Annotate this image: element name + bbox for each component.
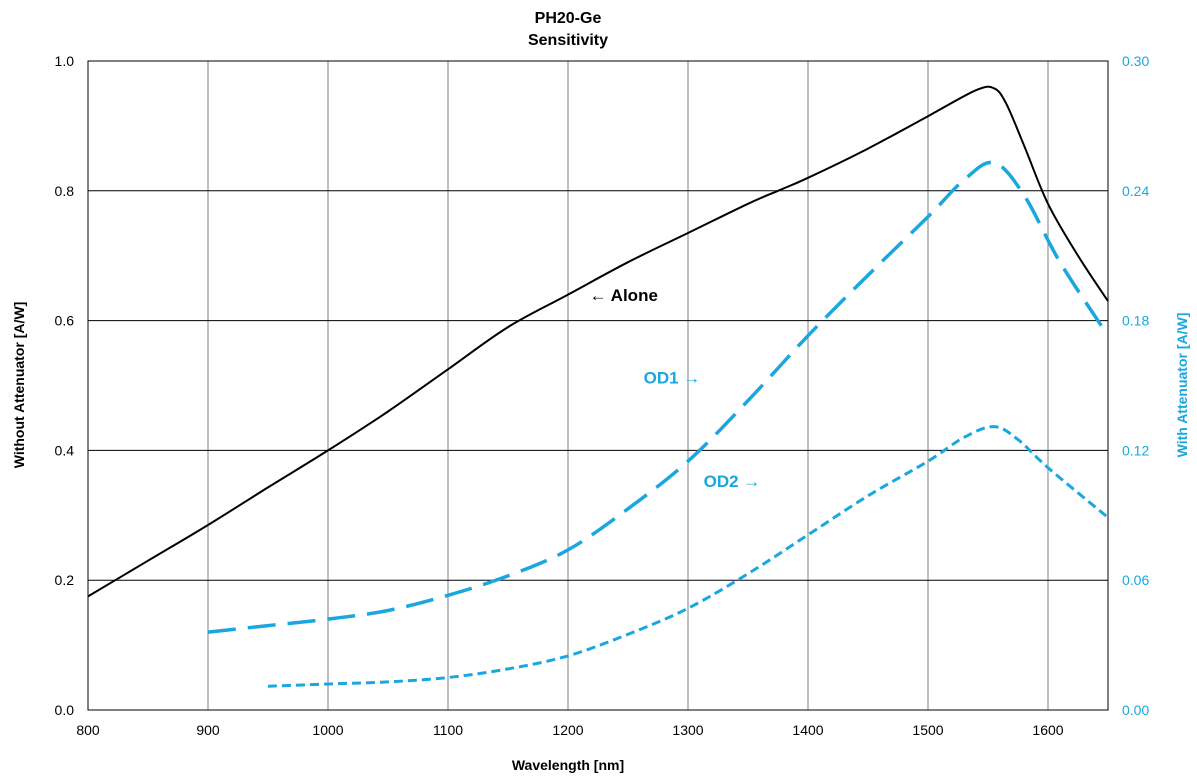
y-tick-label-left: 0.4 [55,442,75,458]
series-group [87,85,1110,688]
series-line-alone [87,85,1109,598]
series-line-od2 [267,425,1109,688]
x-tick-label: 1400 [792,722,823,738]
chart-title: PH20-Ge [535,10,602,27]
y-tick-label-right: 0.12 [1122,442,1149,458]
y-tick-label-left: 0.6 [55,313,75,329]
x-tick-label: 900 [196,722,220,738]
x-axis-label: Wavelength [nm] [512,757,624,773]
x-tick-label: 1100 [433,722,463,738]
annotations: ← Alone OD1 → OD2 → [590,286,761,491]
y-tick-label-left: 0.0 [55,702,75,718]
y-tick-label-right: 0.18 [1122,313,1149,329]
grid [87,60,1108,711]
x-tick-label: 1500 [912,722,943,738]
y-tick-label-right: 0.00 [1122,702,1149,718]
y-tick-label-right: 0.30 [1122,53,1149,69]
annotation-label: ← Alone [590,286,658,305]
y-tick-label-left: 0.8 [55,183,75,199]
y-tick-label-right: 0.24 [1122,183,1149,199]
x-ticks: 800 900 1000 1100 1200 1300 1400 1500 1600 [76,722,1063,738]
x-tick-label: 1300 [672,722,703,738]
y-tick-label-left: 0.2 [55,572,75,588]
x-tick-label: 1000 [312,722,343,738]
y-axis-label-right: With Attenuator [A/W] [1174,313,1190,458]
plot-frame [87,60,1109,711]
y-ticks-left: 0.0 0.2 0.4 0.6 0.8 1.0 [55,53,75,718]
chart-subtitle: Sensitivity [528,32,608,49]
x-tick-label: 800 [76,722,100,738]
annotation-label: OD1 → [644,368,701,387]
y-axis-label-left: Without Attenuator [A/W] [11,302,27,469]
series-line-od1 [207,160,1110,634]
annotation-label: OD2 → [704,472,761,491]
y-tick-label-left: 1.0 [55,53,75,69]
y-tick-label-right: 0.06 [1122,572,1149,588]
x-tick-label: 1200 [552,722,583,738]
x-tick-label: 1600 [1032,722,1063,738]
y-ticks-right: 0.00 0.06 0.12 0.18 0.24 0.30 [1122,53,1149,718]
